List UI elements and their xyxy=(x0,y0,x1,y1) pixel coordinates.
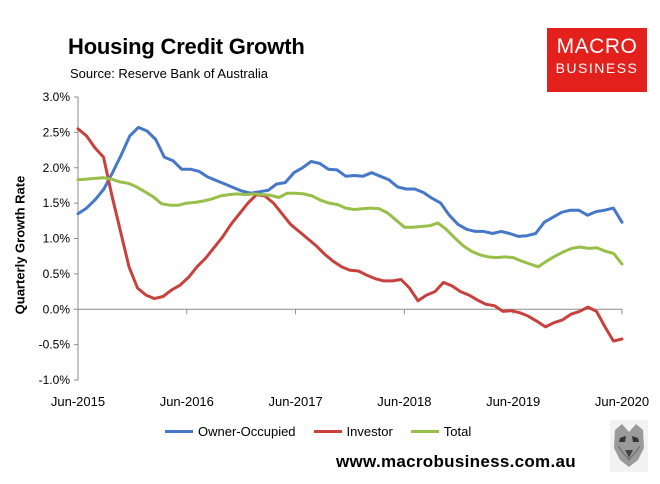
legend-swatch-investor xyxy=(313,430,342,433)
logo-line-1: MACRO xyxy=(556,35,638,58)
legend-label-total: Total xyxy=(443,424,472,439)
legend-swatch-total xyxy=(410,430,439,433)
macrobusiness-logo: MACRO BUSINESS xyxy=(547,28,647,92)
y-tick-label: 0.5% xyxy=(43,267,71,281)
y-axis-ticks: 3.0% 2.5% 2.0% 1.5% 1.0% 0.5% 0.0% -0.5% -1.0% xyxy=(39,90,78,387)
legend-item-owner-occupied: Owner-Occupied xyxy=(165,424,296,439)
website-url: www.macrobusiness.com.au xyxy=(336,452,576,471)
line-chart: 3.0% 2.5% 2.0% 1.5% 1.0% 0.5% 0.0% -0.5% -1.0% J… xyxy=(39,90,649,409)
legend-label-owner-occupied: Owner-Occupied xyxy=(198,424,296,439)
series-line-investor xyxy=(76,127,624,343)
legend-swatch-owner-occupied xyxy=(165,430,193,433)
x-axis-ticks: Jun-2015 Jun-2016 Jun-2017 Jun-2018 Jun-2019… xyxy=(51,309,649,409)
x-tick-label: Jun-2018 xyxy=(377,394,431,409)
series-line-total xyxy=(76,176,624,269)
chart-title: Housing Credit Growth xyxy=(68,34,305,59)
logo-line-2: BUSINESS xyxy=(555,60,639,76)
y-tick-label: 2.0% xyxy=(43,161,71,175)
wolf-mascot-icon xyxy=(610,420,648,472)
x-tick-label: Jun-2017 xyxy=(268,394,322,409)
y-tick-label: 0.0% xyxy=(43,302,71,316)
x-tick-label: Jun-2020 xyxy=(595,394,649,409)
y-tick-label: 1.0% xyxy=(43,232,71,246)
legend-item-total: Total xyxy=(410,424,472,439)
chart-series xyxy=(76,125,624,343)
y-tick-label: -0.5% xyxy=(39,338,71,352)
chart-subtitle: Source: Reserve Bank of Australia xyxy=(70,66,268,81)
legend-label-investor: Investor xyxy=(346,424,393,439)
x-tick-label: Jun-2019 xyxy=(486,394,540,409)
legend-item-investor: Investor xyxy=(313,424,393,439)
x-tick-label: Jun-2016 xyxy=(160,394,214,409)
y-tick-label: -1.0% xyxy=(39,373,71,387)
y-tick-label: 1.5% xyxy=(43,196,71,210)
x-tick-label: Jun-2015 xyxy=(51,394,105,409)
series-line-owner-occupied xyxy=(76,125,624,238)
y-tick-label: 2.5% xyxy=(43,125,71,139)
y-tick-label: 3.0% xyxy=(43,90,71,104)
chart-legend: Owner-Occupied Investor Total xyxy=(165,424,489,439)
chart-axes xyxy=(77,97,622,380)
